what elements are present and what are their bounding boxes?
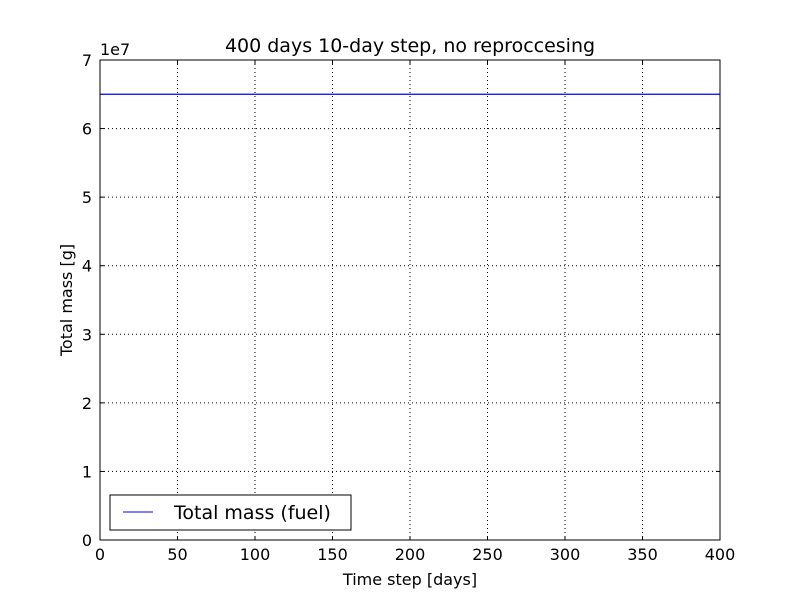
x-tick-label: 250 <box>472 545 503 564</box>
x-tick-label: 350 <box>627 545 658 564</box>
grid <box>100 60 720 540</box>
x-tick-label: 50 <box>167 545 187 564</box>
y-offset-label: 1e7 <box>100 40 130 59</box>
y-tick-label: 3 <box>82 325 92 344</box>
legend-label: Total mass (fuel) <box>173 502 331 524</box>
x-tick-label: 200 <box>395 545 426 564</box>
y-tick-label: 4 <box>82 257 92 276</box>
x-tick-label: 100 <box>240 545 271 564</box>
y-tick-label: 6 <box>82 120 92 139</box>
legend: Total mass (fuel) <box>109 494 352 531</box>
x-axis-label: Time step [days] <box>342 570 477 589</box>
x-tick-label: 0 <box>95 545 105 564</box>
y-tick-label: 0 <box>82 531 92 550</box>
x-tick-label: 150 <box>317 545 348 564</box>
x-tick-label: 300 <box>550 545 581 564</box>
y-axis-label: Total mass [g] <box>57 244 76 357</box>
x-tick-label: 400 <box>705 545 736 564</box>
chart-title: 400 days 10-day step, no reproccesing <box>225 35 595 57</box>
y-tick-label: 1 <box>82 462 92 481</box>
ticks: 0 50 100 150 200 250 300 350 400 0 1 2 3 4 5 6 7 <box>82 51 735 564</box>
y-tick-label: 7 <box>82 51 92 70</box>
y-tick-label: 5 <box>82 188 92 207</box>
y-tick-label: 2 <box>82 394 92 413</box>
